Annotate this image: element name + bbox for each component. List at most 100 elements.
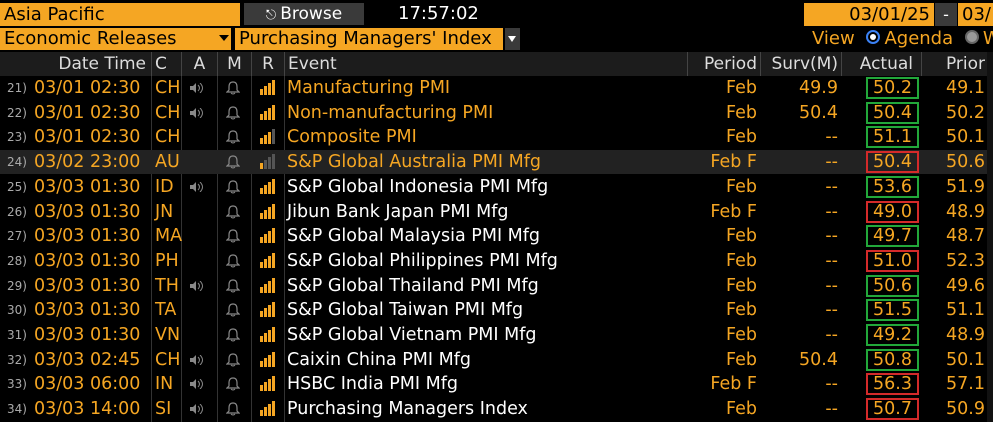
table-row[interactable]: 28) 03/03 01:30 PH S&P Global Philippines P… — [0, 249, 993, 273]
row-actual: 50.7 — [866, 398, 919, 421]
bell-icon[interactable] — [226, 106, 240, 120]
bell-icon[interactable] — [226, 180, 240, 194]
row-period: Feb — [726, 399, 757, 420]
row-number[interactable]: 33) — [7, 377, 27, 392]
speaker-icon[interactable] — [190, 354, 204, 365]
category-dropdown[interactable]: Economic Releases — [0, 28, 231, 50]
week-radio[interactable] — [964, 30, 979, 44]
row-country: IN — [155, 374, 174, 395]
row-event[interactable]: S&P Global Indonesia PMI Mfg — [287, 176, 549, 197]
scrollbar[interactable] — [987, 52, 993, 422]
row-actual: 50.4 — [866, 101, 919, 124]
row-event[interactable]: Manufacturing PMI — [287, 78, 451, 98]
speaker-icon[interactable] — [190, 107, 204, 118]
row-number[interactable]: 23) — [7, 130, 27, 145]
index-dropdown-arrow[interactable] — [505, 28, 520, 50]
table-row[interactable]: 24) 03/02 23:00 AU S&P Global Australia PMI… — [0, 150, 993, 175]
index-dropdown[interactable]: Purchasing Managers' Index — [235, 28, 503, 50]
row-number[interactable]: 25) — [7, 179, 27, 194]
row-number[interactable]: 27) — [7, 229, 27, 244]
table-row[interactable]: 26) 03/03 01:30 JN Jibun Bank Japan PMI Mfg… — [0, 200, 993, 224]
row-event[interactable]: Non-manufacturing PMI — [287, 102, 494, 123]
row-number[interactable]: 34) — [7, 402, 27, 417]
bell-icon[interactable] — [226, 377, 240, 391]
row-event[interactable]: S&P Global Vietnam PMI Mfg — [287, 325, 537, 345]
table-row[interactable]: 23) 03/01 02:30 CH Composite PMI Feb -- 51.1 50… — [0, 125, 993, 149]
table-row[interactable]: 34) 03/03 14:00 SI Purchasing Managers Inde… — [0, 397, 993, 421]
col-period[interactable]: Period — [687, 52, 760, 76]
row-period: Feb — [726, 325, 757, 345]
row-actual: 50.4 — [866, 151, 919, 174]
row-datetime: 03/03 01:30 — [34, 201, 141, 222]
speaker-icon[interactable] — [190, 181, 204, 192]
row-number[interactable]: 22) — [7, 105, 27, 120]
table-row[interactable]: 33) 03/03 06:00 IN HSBC India PMI Mfg Feb F -… — [0, 372, 993, 396]
row-event[interactable]: S&P Global Australia PMI Mfg — [287, 152, 541, 173]
col-actual[interactable]: Actual — [841, 52, 921, 76]
row-event[interactable]: S&P Global Philippines PMI Mfg — [287, 250, 558, 271]
bell-icon[interactable] — [226, 254, 240, 268]
row-number[interactable]: 29) — [7, 278, 27, 293]
bell-icon[interactable] — [226, 130, 240, 144]
agenda-label[interactable]: Agenda — [884, 28, 954, 49]
col-alert[interactable]: A — [181, 52, 217, 76]
row-prior: 48.7 — [946, 226, 985, 247]
bell-icon[interactable] — [226, 229, 240, 243]
speaker-icon[interactable] — [190, 404, 204, 415]
row-event[interactable]: S&P Global Taiwan PMI Mfg — [287, 300, 524, 321]
row-number[interactable]: 32) — [7, 352, 27, 367]
table-row[interactable]: 30) 03/03 01:30 TA S&P Global Taiwan PMI Mf… — [0, 298, 993, 322]
col-event[interactable]: Event — [284, 52, 687, 76]
row-survey: -- — [825, 127, 838, 148]
speaker-icon[interactable] — [190, 379, 204, 390]
row-event[interactable]: Caixin China PMI Mfg — [287, 349, 471, 370]
row-number[interactable]: 30) — [7, 303, 27, 318]
col-country[interactable]: C — [151, 52, 181, 76]
row-datetime: 03/03 14:00 — [34, 399, 141, 420]
agenda-radio[interactable] — [866, 30, 881, 44]
col-prior[interactable]: Prior — [921, 52, 993, 76]
col-relevance[interactable]: R — [251, 52, 284, 76]
row-event[interactable]: Composite PMI — [287, 127, 417, 148]
row-event[interactable]: S&P Global Thailand PMI Mfg — [287, 275, 539, 296]
row-number[interactable]: 28) — [7, 253, 27, 268]
speaker-icon[interactable] — [190, 280, 204, 291]
row-event[interactable]: HSBC India PMI Mfg — [287, 374, 459, 395]
end-date-field[interactable]: 03/ — [958, 3, 993, 26]
bell-icon[interactable] — [226, 81, 240, 95]
row-datetime: 03/03 06:00 — [34, 374, 141, 395]
bell-icon[interactable] — [226, 204, 240, 219]
bell-icon[interactable] — [226, 328, 240, 342]
row-number[interactable]: 21) — [7, 81, 27, 95]
table-row[interactable]: 31) 03/03 01:30 VN S&P Global Vietnam PMI M… — [0, 323, 993, 347]
col-datetime[interactable]: Date Time — [58, 54, 146, 74]
bell-icon[interactable] — [226, 353, 240, 367]
bell-icon[interactable] — [226, 402, 240, 416]
table-row[interactable]: 32) 03/03 02:45 CH Caixin China PMI Mfg Feb 5… — [0, 348, 993, 372]
relevance-bars-icon — [258, 129, 276, 145]
row-number[interactable]: 26) — [7, 204, 27, 219]
row-event[interactable]: S&P Global Malaysia PMI Mfg — [287, 226, 541, 247]
col-memo[interactable]: M — [217, 52, 251, 76]
bell-icon[interactable] — [226, 278, 240, 293]
start-date-field[interactable]: 03/01/25 — [804, 3, 934, 26]
bell-icon[interactable] — [226, 303, 240, 317]
row-event[interactable]: Purchasing Managers Index — [287, 399, 528, 420]
week-label[interactable]: We — [982, 28, 993, 49]
table-row[interactable]: 22) 03/01 02:30 CH Non-manufacturing PMI Feb… — [0, 101, 993, 125]
row-actual: 49.0 — [866, 200, 919, 223]
table-row[interactable]: 29) 03/03 01:30 TH S&P Global Thailand PMI … — [0, 274, 993, 298]
browse-button[interactable]: ⎋ Browse — [244, 3, 364, 25]
bell-icon[interactable] — [226, 155, 240, 169]
region-selector[interactable]: Asia Pacific — [0, 3, 240, 26]
row-event[interactable]: Jibun Bank Japan PMI Mfg — [287, 201, 509, 222]
col-survey[interactable]: Surv(M) — [760, 52, 841, 76]
row-country: AU — [155, 152, 180, 173]
row-number[interactable]: 31) — [7, 328, 27, 342]
divider — [284, 76, 285, 422]
table-row[interactable]: 21) 03/01 02:30 CH Manufacturing PMI Feb 49.9… — [0, 76, 993, 100]
row-number[interactable]: 24) — [7, 155, 27, 170]
table-row[interactable]: 25) 03/03 01:30 ID S&P Global Indonesia PMI… — [0, 175, 993, 199]
table-row[interactable]: 27) 03/03 01:30 MA S&P Global Malaysia PMI … — [0, 224, 993, 248]
speaker-icon[interactable] — [190, 83, 204, 93]
